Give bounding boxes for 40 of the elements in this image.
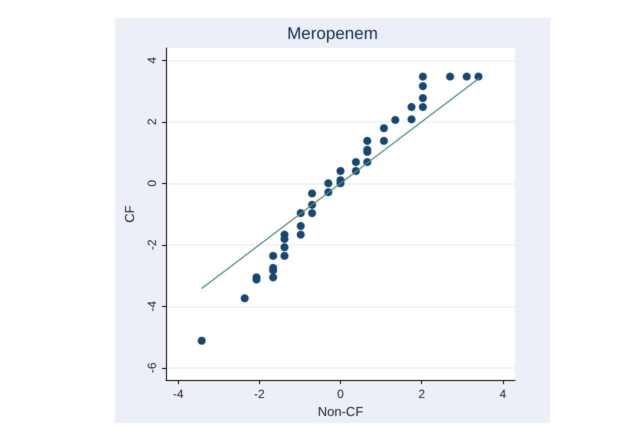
point [408, 115, 416, 124]
point [336, 167, 344, 175]
x-tick-label: 4 [499, 387, 506, 402]
x-tick-label: -2 [254, 387, 265, 402]
point [269, 252, 278, 260]
y-tick-label: -4 [145, 300, 159, 312]
point [269, 273, 278, 282]
x-tick-label: 2 [418, 387, 426, 402]
x-tick-label: -4 [172, 387, 184, 402]
point [418, 94, 427, 102]
point [446, 72, 454, 81]
point [418, 72, 427, 81]
point [280, 252, 288, 260]
y-tick-label: 0 [145, 180, 159, 187]
point [308, 189, 316, 198]
point [198, 336, 206, 345]
y-tick-label: 2 [145, 118, 159, 126]
point [474, 72, 482, 81]
y-tick-label: -6 [145, 362, 159, 374]
point [308, 209, 316, 218]
point [352, 158, 360, 166]
point [296, 230, 305, 239]
y-tick-label: 4 [145, 56, 159, 64]
point [296, 222, 305, 230]
point [324, 179, 332, 188]
y-axis-title: CF [122, 205, 137, 223]
point [380, 136, 388, 145]
x-axis-title: Non-CF [318, 404, 364, 419]
chart-title: Meropenem [287, 24, 378, 43]
point [418, 103, 427, 112]
point [418, 82, 427, 90]
x-tick-label: 0 [337, 387, 344, 402]
point [363, 136, 372, 145]
point [462, 72, 471, 81]
point [408, 103, 416, 112]
point [280, 243, 288, 252]
point [380, 124, 388, 132]
y-tick-label: -2 [145, 239, 159, 250]
point [391, 116, 400, 124]
point [240, 294, 249, 302]
